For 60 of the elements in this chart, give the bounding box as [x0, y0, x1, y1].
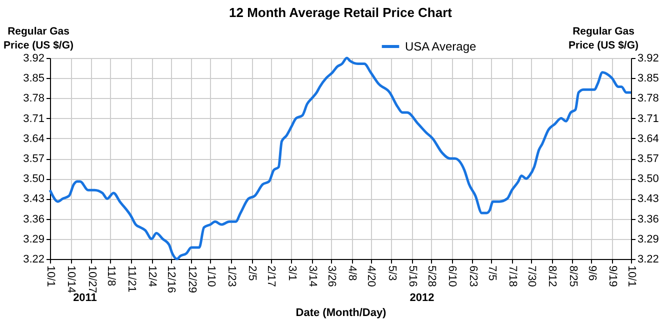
- x-tick-label: 8/25: [566, 266, 579, 287]
- x-tick-label: 1/10: [204, 266, 217, 287]
- text: 2011: [73, 292, 97, 304]
- y-tick-label: 3.57: [23, 153, 44, 165]
- y2-tick-label: 3.50: [638, 173, 659, 186]
- y-tick-label: 3.22: [23, 254, 44, 266]
- x-tick-label: 4/8: [346, 266, 358, 281]
- y2-tick-label: 3.57: [638, 153, 659, 165]
- x-tick-label: 10/14: [65, 266, 78, 294]
- y2-tick-label: 3.78: [638, 92, 659, 105]
- y-tick-label: 3.36: [23, 213, 44, 226]
- x-tick-label: 12/16: [165, 266, 178, 294]
- x-tick-label: 5/3: [386, 266, 398, 281]
- line-series: [48, 56, 632, 260]
- y2-tick-label: 3.22: [638, 254, 659, 266]
- x-tick-label: 10/1: [44, 266, 56, 287]
- chart-title: 12 Month Average Retail Price Chart: [229, 5, 453, 20]
- x-tick-label: 7/30: [525, 266, 538, 287]
- y-tick-label: 3.29: [23, 233, 44, 246]
- x-tick-label: 7/18: [506, 266, 518, 287]
- y-tick-label: 3.85: [23, 72, 44, 85]
- x-tick-label: 10/27: [86, 266, 98, 294]
- x-tick-label: 2/17: [265, 266, 278, 287]
- x-tick-label: 11/21: [125, 266, 138, 292]
- text: 2012: [410, 292, 434, 304]
- y2-tick-label: 3.36: [638, 213, 659, 226]
- legend-label: USA Average: [405, 40, 476, 54]
- y-tick-label: 3.92: [23, 52, 44, 64]
- y2-tick-label: 3.43: [638, 193, 659, 206]
- y-axis-title: Regular Gas Price (US $/G): [3, 26, 74, 52]
- x-tick-label: 3/1: [286, 266, 298, 281]
- y-tick-label: 3.64: [23, 132, 44, 145]
- y-tick-label: 3.78: [23, 92, 44, 105]
- y2-tick-label: 3.29: [638, 233, 659, 246]
- x-tick-label: 6/10: [446, 266, 458, 287]
- y-tick-label: 3.43: [23, 193, 44, 206]
- x-tick-label: 6/23: [466, 266, 479, 287]
- x-axis-title: Date (Month/Day): [296, 307, 387, 320]
- y2-tick-label: 3.92: [638, 52, 659, 64]
- y2-tick-label: 3.64: [638, 132, 659, 145]
- x-tick-label: 8/12: [546, 266, 558, 287]
- y-tick-label: 3.50: [23, 173, 44, 186]
- y2-tick-label: 3.85: [638, 72, 659, 85]
- x-tick-label: 10/1: [626, 266, 638, 287]
- y2-axis-title: Regular Gas Price (US $/G): [568, 26, 639, 52]
- x-tick-label: 2/5: [246, 266, 258, 281]
- x-tick-label: 12/29: [186, 266, 198, 294]
- x-tick-label: 1/23: [225, 266, 238, 287]
- x-tick-label: 4/20: [365, 266, 378, 287]
- x-tick-label: 3/14: [306, 266, 318, 287]
- x-tick-label: 7/5: [486, 266, 498, 281]
- x-tick-label: 5/28: [425, 266, 438, 287]
- x-tick-label: 3/26: [325, 266, 338, 287]
- y2-tick-label: 3.71: [638, 112, 659, 125]
- x-tick-label: 9/6: [586, 266, 598, 281]
- x-tick-label: 5/16: [406, 266, 418, 287]
- x-tick-label: 9/19: [606, 266, 618, 287]
- x-tick-label: 12/4: [146, 266, 158, 287]
- x-tick-label: 11/8: [104, 266, 117, 286]
- y-tick-label: 3.71: [23, 112, 44, 125]
